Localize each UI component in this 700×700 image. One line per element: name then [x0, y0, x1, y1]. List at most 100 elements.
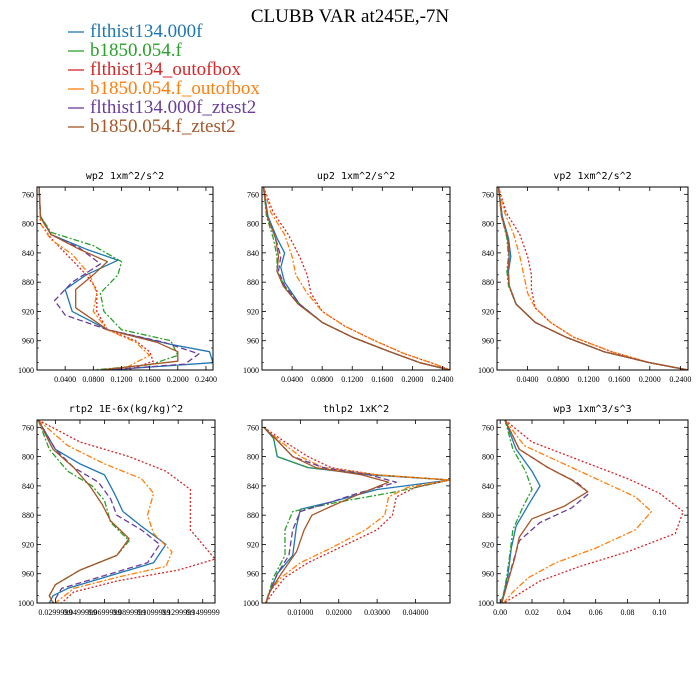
chart-title: wp3 1xm^3/s^3 — [553, 404, 631, 415]
x-tick-label: 0.1600 — [371, 375, 393, 384]
series-line — [497, 187, 688, 370]
series-line — [263, 426, 450, 603]
x-tick-label: 0.1200 — [341, 375, 363, 384]
series-line — [37, 420, 215, 603]
legend-label: flthist134.000f — [90, 21, 203, 42]
x-tick-label: 0.1600 — [608, 375, 630, 384]
x-tick-label: 0.1499999 — [186, 608, 220, 617]
x-tick-label: 0.03000 — [364, 608, 390, 617]
x-tick-label: 0.2400 — [431, 375, 453, 384]
x-tick-label: 0.2000 — [639, 375, 661, 384]
plot-frame — [36, 186, 214, 371]
series-line — [497, 187, 688, 370]
chart-panel: rtp2 1E-6x(kg/kg)^2 760 800 840 880 920 960 100… — [18, 404, 220, 617]
legend-item: flthist134.000f_ztest2 — [68, 97, 256, 118]
panels: wp2 1xm^2/s^2 760 800 840 880 920 960 1000 0.040… — [18, 171, 691, 617]
x-tick-label: 0.02000 — [326, 608, 352, 617]
series-line — [263, 426, 390, 603]
legend: flthist134.000fb1850.054.fflthist134_out… — [68, 21, 260, 137]
y-tick-label: 800 — [247, 220, 259, 229]
series-line — [497, 187, 688, 370]
x-tick-label: 0.0499999 — [63, 608, 97, 617]
series-line — [501, 420, 589, 603]
x-tick-label: 0.2400 — [669, 375, 691, 384]
series-line — [502, 420, 653, 603]
y-tick-label: 760 — [22, 190, 34, 199]
chart-panel: thlp2 1xK^2 760 800 840 880 920 960 1000 0.01000… — [243, 404, 451, 617]
y-tick-label: 920 — [247, 307, 259, 316]
y-tick-label: 840 — [482, 482, 494, 491]
y-tick-label: 960 — [482, 570, 494, 579]
x-tick-label: 0.0299999 — [38, 608, 72, 617]
y-tick-label: 800 — [482, 220, 494, 229]
legend-label: b1850.054.f — [90, 40, 183, 61]
series-line — [37, 420, 167, 603]
y-tick-label: 760 — [247, 423, 259, 432]
series-line — [262, 187, 450, 370]
series-line — [37, 420, 161, 603]
y-tick-label: 920 — [22, 540, 34, 549]
legend-item: flthist134_outofbox — [68, 59, 241, 80]
y-tick-label: 960 — [482, 337, 494, 346]
y-tick-label: 1000 — [243, 599, 259, 608]
y-tick-label: 840 — [482, 249, 494, 258]
plot-frame — [261, 186, 451, 371]
x-tick-label: 0.10 — [652, 608, 666, 617]
y-tick-label: 880 — [22, 511, 34, 520]
y-tick-label: 920 — [247, 540, 259, 549]
y-tick-label: 840 — [247, 249, 259, 258]
y-tick-label: 800 — [247, 453, 259, 462]
series-line — [262, 187, 450, 370]
series-line — [37, 420, 173, 603]
plot-frame — [261, 419, 451, 604]
y-tick-label: 760 — [247, 190, 259, 199]
series-line — [37, 420, 130, 603]
y-tick-label: 800 — [22, 453, 34, 462]
y-tick-label: 960 — [247, 337, 259, 346]
x-tick-label: 0.0800 — [82, 375, 104, 384]
y-tick-label: 1000 — [18, 599, 34, 608]
y-tick-label: 840 — [22, 482, 34, 491]
y-tick-label: 1000 — [243, 366, 259, 375]
x-tick-label: 0.1600 — [139, 375, 161, 384]
x-tick-label: 0.0800 — [547, 375, 569, 384]
y-tick-label: 880 — [247, 511, 259, 520]
y-tick-label: 880 — [22, 278, 34, 287]
chart-panel: vp2 1xm^2/s^2 760 800 840 880 920 960 1000 0.040… — [478, 171, 691, 384]
y-tick-label: 1000 — [478, 599, 494, 608]
x-tick-label: 0.1099999 — [137, 608, 171, 617]
legend-item: b1850.054.f — [68, 40, 183, 61]
x-tick-label: 0.2000 — [401, 375, 423, 384]
x-tick-label: 0.1299999 — [161, 608, 195, 617]
x-tick-label: 0.01000 — [287, 608, 313, 617]
y-tick-label: 760 — [482, 423, 494, 432]
y-tick-label: 960 — [22, 337, 34, 346]
legend-label: b1850.054.f_outofbox — [90, 78, 260, 99]
plot-frame — [496, 419, 689, 604]
series-group — [262, 187, 450, 370]
y-tick-label: 1000 — [478, 366, 494, 375]
chart-title: vp2 1xm^2/s^2 — [553, 171, 631, 182]
x-tick-label: 0.04000 — [402, 608, 428, 617]
y-tick-label: 960 — [22, 570, 34, 579]
x-tick-label: 0.06 — [589, 608, 603, 617]
y-tick-label: 840 — [22, 249, 34, 258]
y-tick-label: 800 — [482, 453, 494, 462]
y-tick-label: 880 — [482, 511, 494, 520]
x-tick-label: 0.1200 — [578, 375, 600, 384]
series-line — [497, 187, 688, 370]
series-line — [262, 187, 450, 370]
series-line — [38, 187, 151, 370]
chart-title: wp2 1xm^2/s^2 — [86, 171, 164, 182]
legend-item: b1850.054.f_outofbox — [68, 78, 260, 99]
series-line — [38, 187, 200, 370]
series-group — [38, 187, 213, 370]
chart-title: thlp2 1xK^2 — [323, 404, 389, 415]
series-line — [263, 426, 397, 603]
y-tick-label: 920 — [482, 307, 494, 316]
chart-panel: up2 1xm^2/s^2 760 800 840 880 920 960 1000 0.040… — [243, 171, 453, 384]
series-group — [499, 420, 684, 603]
x-tick-label: 0.0899999 — [112, 608, 146, 617]
y-tick-label: 880 — [247, 278, 259, 287]
